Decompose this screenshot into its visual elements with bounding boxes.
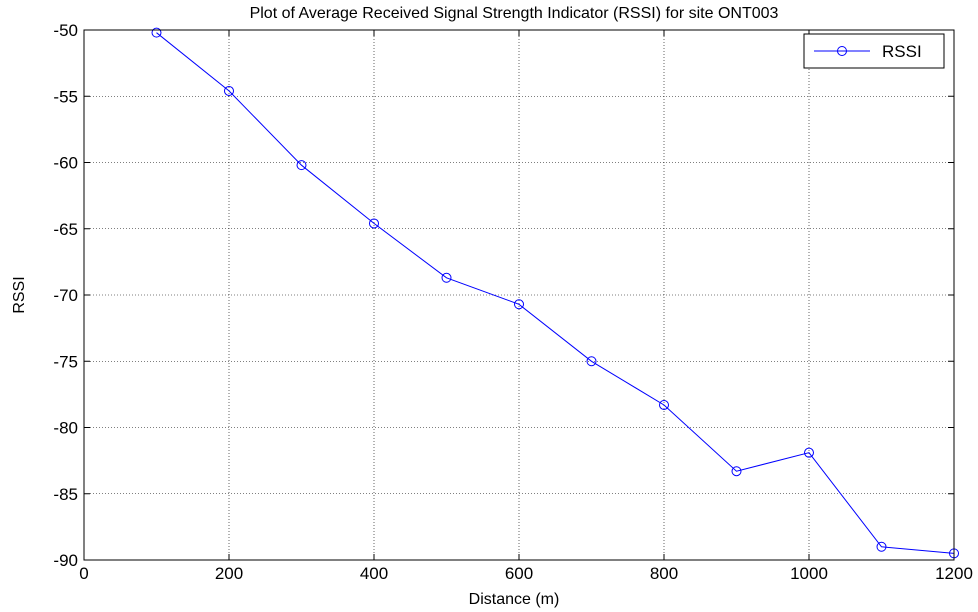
y-tick-label: -55 xyxy=(53,87,78,106)
y-tick-label: -75 xyxy=(53,352,78,371)
data-point-marker xyxy=(731,466,742,477)
y-tick-label: -70 xyxy=(53,286,78,305)
legend-marker-sample xyxy=(837,46,847,56)
legend-label-rssi: RSSI xyxy=(882,42,922,61)
x-tick-label: 0 xyxy=(79,564,88,583)
data-point-marker xyxy=(876,541,887,552)
data-point-marker xyxy=(151,27,162,38)
y-tick-label: -50 xyxy=(53,21,78,40)
series-line-rssi xyxy=(156,32,955,554)
data-point-marker xyxy=(441,272,452,283)
x-tick-label: 1200 xyxy=(935,564,973,583)
x-tick-label: 600 xyxy=(505,564,533,583)
y-tick-label: -85 xyxy=(53,485,78,504)
data-point-marker xyxy=(514,299,524,310)
legend: RSSI xyxy=(803,33,945,69)
x-tick-label: 200 xyxy=(215,564,243,583)
data-point-marker xyxy=(296,160,307,171)
y-tick-label: -60 xyxy=(53,154,78,173)
data-point-marker xyxy=(586,356,597,367)
x-tick-labels: 0 200 400 600 800 1000 1200 xyxy=(79,564,973,583)
y-axis-title: RSSI xyxy=(11,276,28,313)
data-point-marker xyxy=(369,218,379,229)
tick-marks xyxy=(83,29,955,561)
data-point-marker xyxy=(224,85,234,96)
y-tick-labels: -90 -85 -80 -75 -70 -65 -60 -55 -50 xyxy=(53,21,78,570)
x-tick-label: 400 xyxy=(360,564,388,583)
y-tick-label: -65 xyxy=(53,220,78,239)
chart-title: Plot of Average Received Signal Strength… xyxy=(250,5,779,22)
x-tick-label: 800 xyxy=(650,564,678,583)
data-point-marker xyxy=(659,399,669,410)
grid-lines xyxy=(84,30,954,560)
x-tick-label: 1000 xyxy=(790,564,828,583)
y-tick-label: -80 xyxy=(53,419,78,438)
data-point-marker xyxy=(804,447,814,458)
y-tick-label: -90 xyxy=(53,551,78,570)
x-axis-title: Distance (m) xyxy=(469,591,560,608)
